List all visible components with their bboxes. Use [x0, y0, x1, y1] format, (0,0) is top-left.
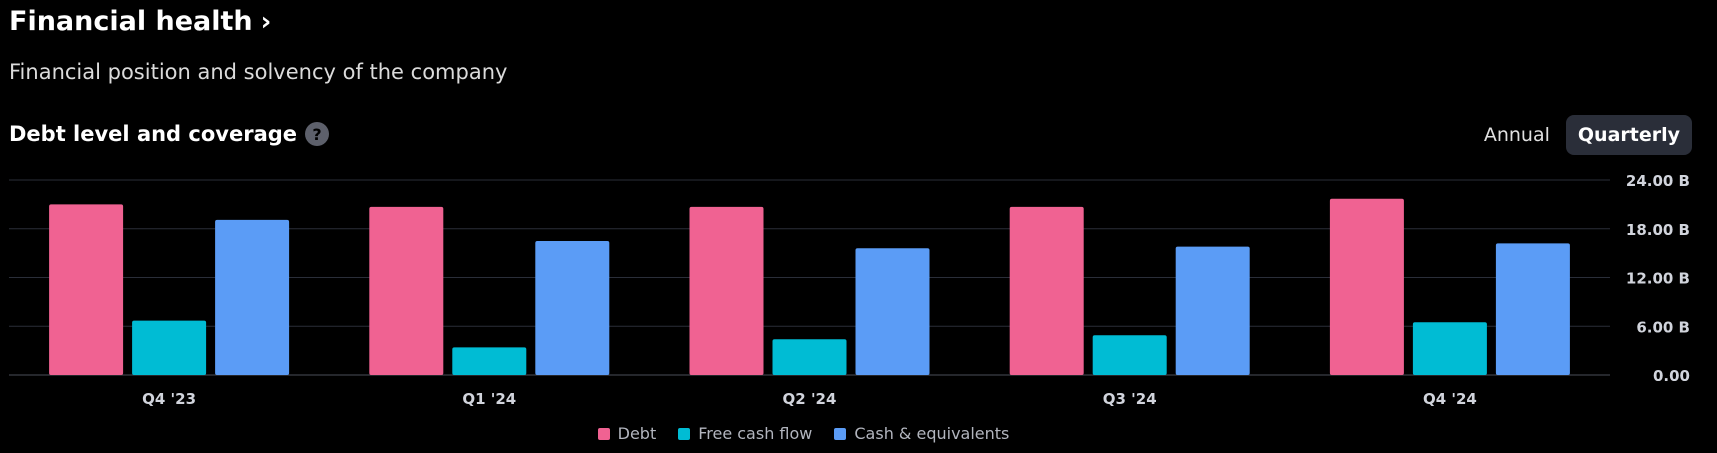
legend-item-debt[interactable]: Debt — [597, 424, 657, 443]
y-tick-label: 6.00 B — [1636, 318, 1690, 336]
x-tick-label: Q4 '23 — [142, 390, 196, 408]
bar — [215, 219, 290, 375]
bar — [1412, 322, 1487, 375]
y-tick-label: 0.00 — [1653, 367, 1690, 385]
bar-chart: 24.00 B 18.00 B 12.00 B 6.00 B 0.00 Q4 '23 Q1 … — [9, 172, 1690, 408]
chart-legend: Debt Free cash flow Cash & equivalents — [0, 424, 1717, 443]
page-subtitle: Financial position and solvency of the c… — [9, 60, 508, 84]
bar — [132, 320, 207, 375]
annual-button[interactable]: Annual — [1483, 124, 1550, 146]
y-tick-label: 24.00 B — [1626, 172, 1690, 190]
y-tick-label: 18.00 B — [1626, 221, 1690, 239]
bar — [772, 339, 847, 375]
chart-heading: Debt level and coverage ? — [9, 122, 330, 146]
bar — [1495, 243, 1570, 375]
bar — [452, 347, 527, 375]
legend-label-cash: Cash & equivalents — [854, 424, 1010, 443]
bar — [1009, 206, 1084, 375]
bar — [49, 204, 124, 375]
bar — [855, 248, 930, 375]
bar — [1092, 335, 1167, 375]
chart-title: Debt level and coverage — [9, 122, 298, 146]
x-tick-label: Q1 '24 — [462, 390, 516, 408]
section-header-link[interactable]: Financial health › — [9, 6, 271, 37]
quarterly-button[interactable]: Quarterly — [1565, 115, 1692, 155]
legend-swatch-free-cash-flow — [678, 427, 691, 440]
legend-item-free-cash-flow[interactable]: Free cash flow — [678, 424, 812, 443]
x-tick-label: Q3 '24 — [1103, 390, 1157, 408]
page-title: Financial health — [9, 6, 253, 37]
bar — [1329, 198, 1404, 375]
legend-label-free-cash-flow: Free cash flow — [698, 424, 813, 443]
legend-label-debt: Debt — [617, 424, 657, 443]
legend-item-cash[interactable]: Cash & equivalents — [834, 424, 1009, 443]
legend-swatch-debt — [597, 427, 610, 440]
bar — [1175, 246, 1250, 375]
y-tick-label: 12.00 B — [1626, 270, 1690, 288]
bar — [689, 206, 764, 375]
help-icon[interactable]: ? — [305, 122, 330, 146]
x-tick-label: Q2 '24 — [783, 390, 837, 408]
legend-swatch-cash — [834, 427, 847, 440]
bar — [369, 206, 444, 375]
x-tick-label: Q4 '24 — [1423, 390, 1477, 408]
chevron-right-icon: › — [260, 6, 272, 37]
period-toggle: Annual Quarterly — [1472, 115, 1692, 155]
bar — [535, 240, 610, 375]
